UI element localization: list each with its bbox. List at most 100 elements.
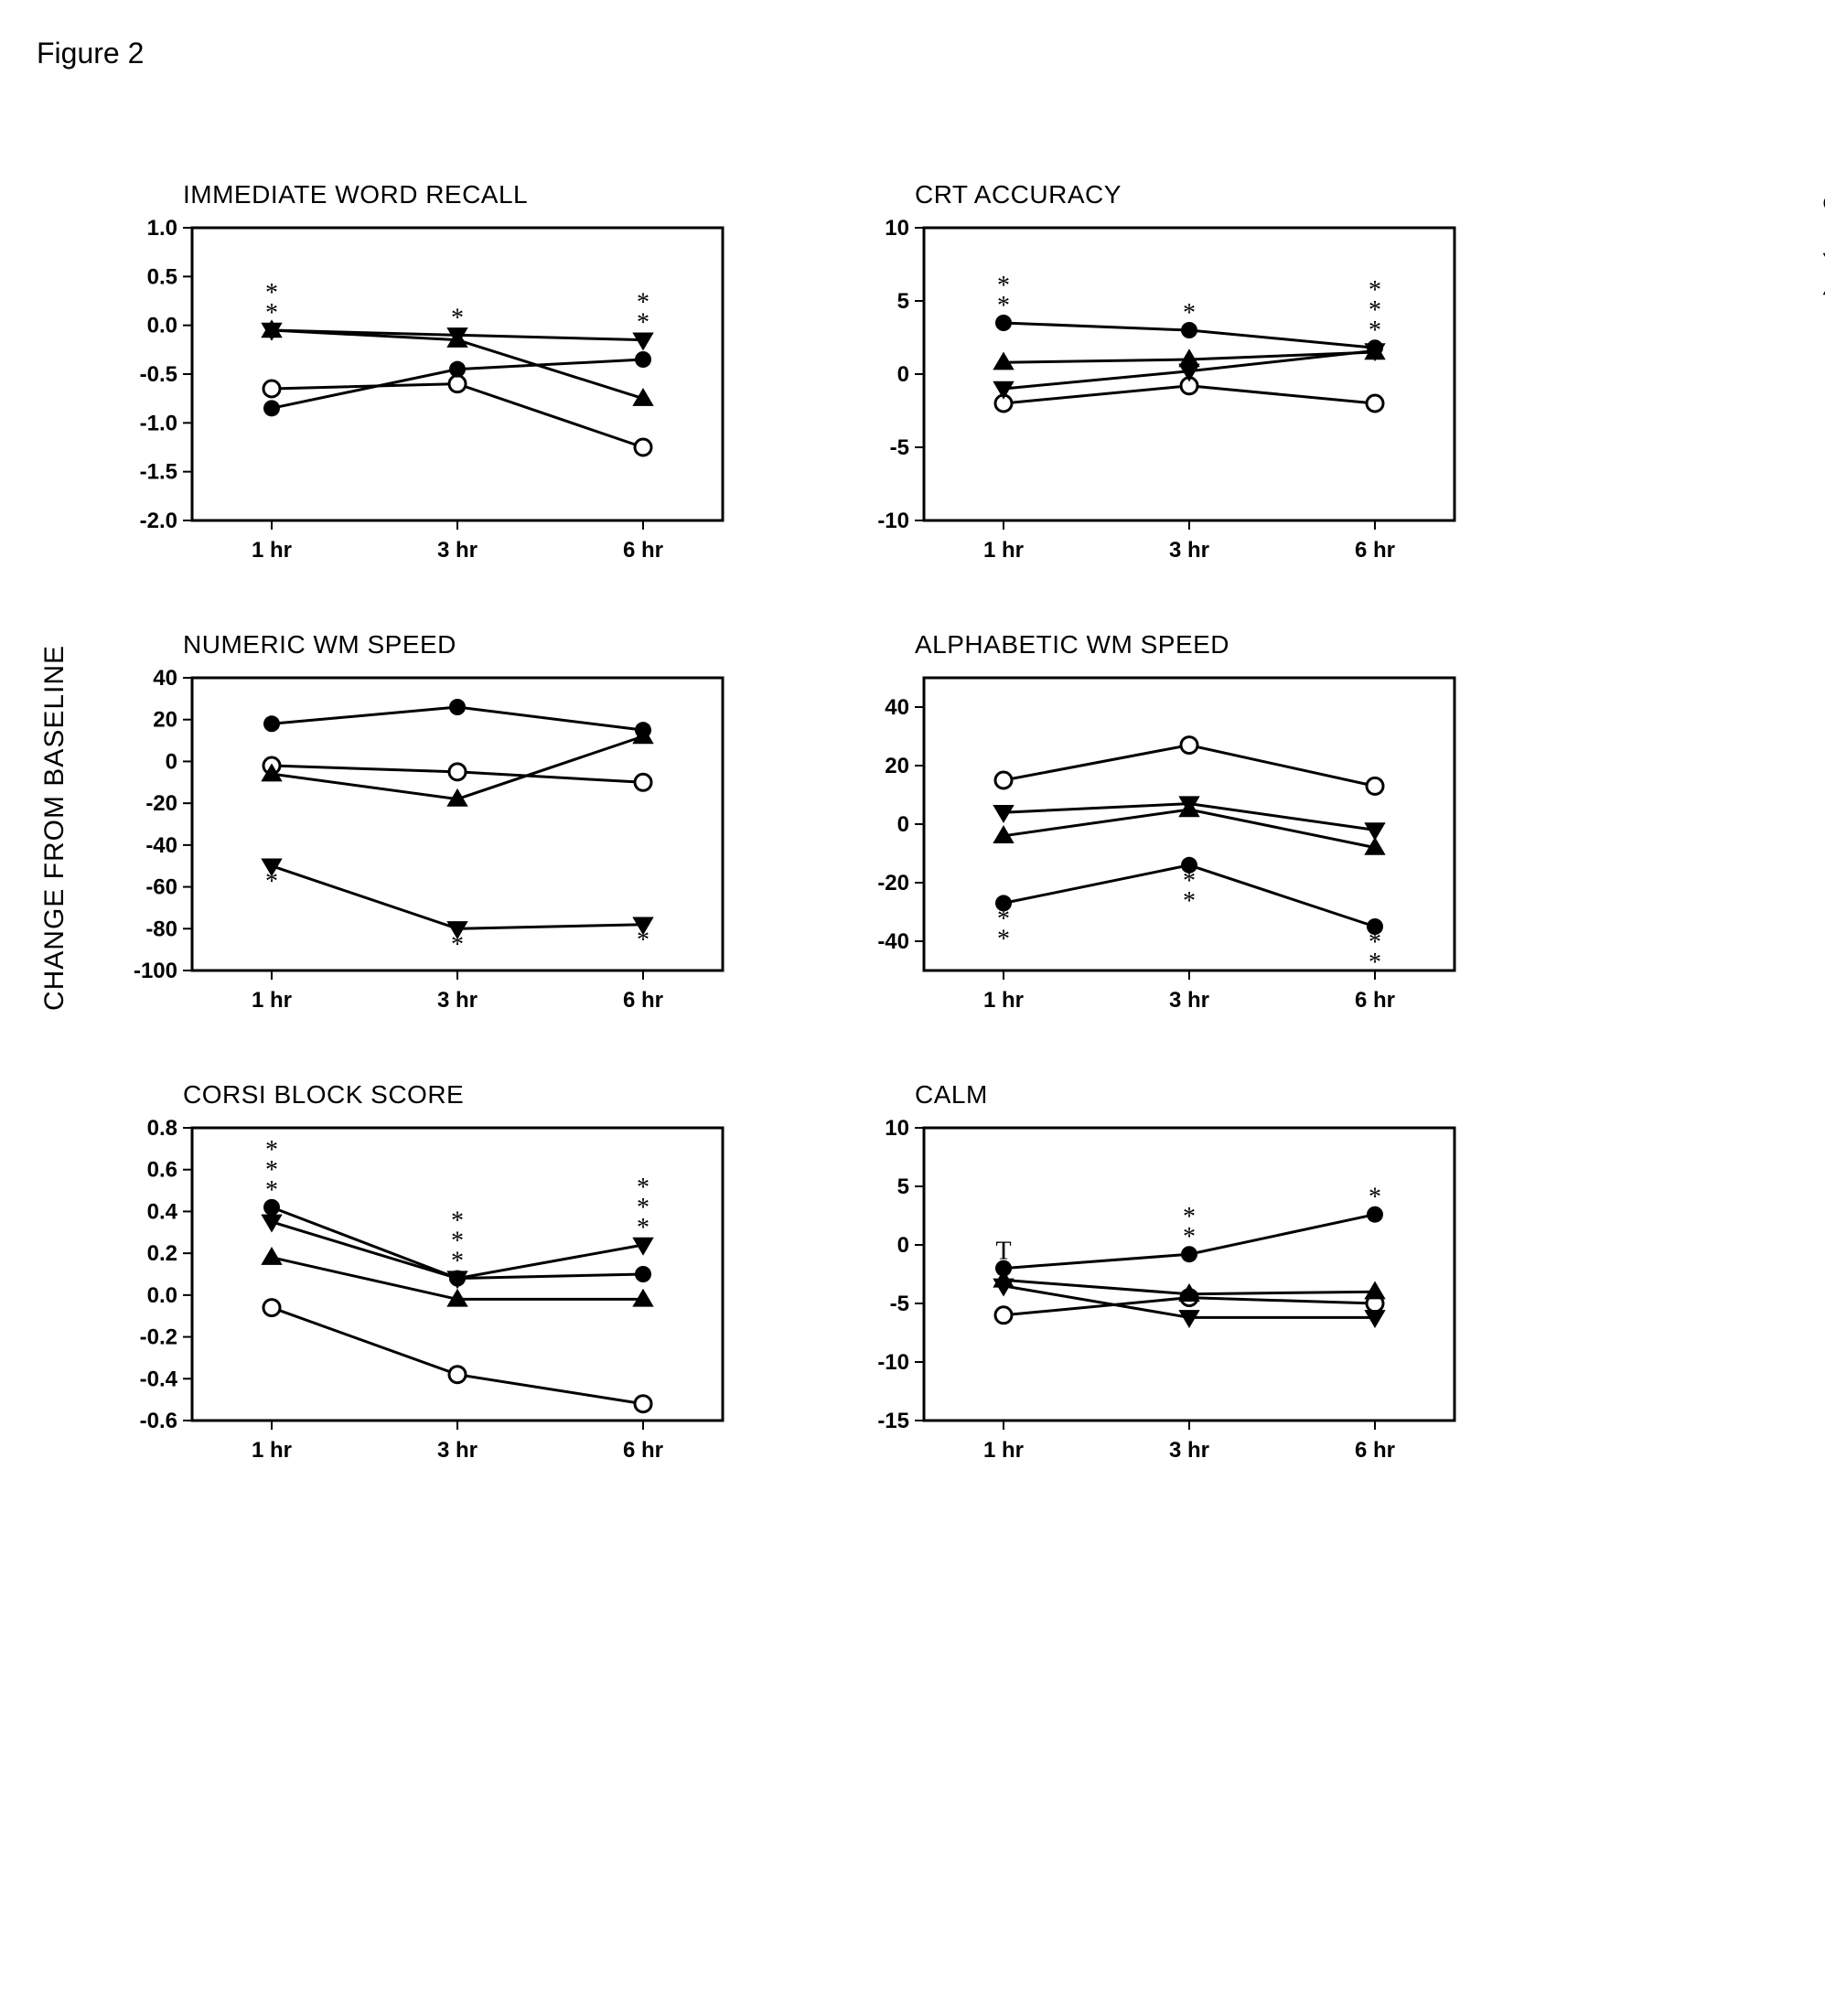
y-tick-label: -5 xyxy=(890,1292,909,1316)
y-tick-label: -10 xyxy=(877,1350,909,1375)
x-tick-label: 3 hr xyxy=(437,1438,478,1463)
circle-open-marker xyxy=(449,764,466,780)
significance-marker: * xyxy=(1183,1223,1196,1251)
x-tick-label: 3 hr xyxy=(1169,1438,1209,1463)
y-tick-label: -5 xyxy=(890,435,909,460)
significance-marker: * xyxy=(451,930,464,959)
significance-marker: * xyxy=(637,1214,649,1242)
y-tick-label: 0.2 xyxy=(147,1241,177,1266)
y-tick-label: 0 xyxy=(897,362,909,387)
x-tick-label: 3 hr xyxy=(1169,988,1209,1013)
x-tick-label: 3 hr xyxy=(437,988,478,1013)
chart-svg: -15-10-505101 hr3 hr6 hrT*** xyxy=(842,1119,1473,1475)
panel-title: NUMERIC WM SPEED xyxy=(183,630,732,659)
x-tick-label: 3 hr xyxy=(437,538,478,563)
circle-open-marker xyxy=(1367,777,1383,794)
significance-marker: * xyxy=(451,1248,464,1276)
y-axis-label: CHANGE FROM BASELINE xyxy=(39,645,70,1011)
y-tick-label: -15 xyxy=(877,1409,909,1433)
y-tick-label: 0.5 xyxy=(147,264,177,289)
y-tick-label: 10 xyxy=(885,219,909,241)
x-tick-label: 6 hr xyxy=(623,538,663,563)
y-tick-label: -40 xyxy=(877,929,909,954)
y-tick-label: -100 xyxy=(134,959,177,983)
significance-marker: * xyxy=(637,927,649,955)
y-tick-label: 0.0 xyxy=(147,1283,177,1308)
x-tick-label: 6 hr xyxy=(623,1438,663,1463)
circle-open-marker xyxy=(263,1300,280,1316)
y-tick-label: -80 xyxy=(145,917,177,941)
y-tick-label: 20 xyxy=(885,754,909,778)
y-tick-label: -60 xyxy=(145,875,177,900)
triangle-up-marker xyxy=(1364,1281,1385,1300)
chart-svg: -10-505101 hr3 hr6 hr****** xyxy=(842,219,1473,575)
chart-svg: -2.0-1.5-1.0-0.50.00.51.01 hr3 hr6 hr***… xyxy=(110,219,741,575)
triangle-down-marker xyxy=(1178,1310,1199,1328)
significance-marker: * xyxy=(265,1176,278,1205)
y-tick-label: 0.6 xyxy=(147,1158,177,1183)
circle-solid-marker xyxy=(263,400,280,416)
chart-panel: NUMERIC WM SPEED-100-80-60-40-20020401 h… xyxy=(110,630,732,1025)
circle-open-marker xyxy=(635,774,651,790)
circle-open-marker xyxy=(449,376,466,392)
y-tick-label: -1.0 xyxy=(140,411,177,435)
circle-solid-marker xyxy=(449,699,466,715)
panel-title: CORSI BLOCK SCORE xyxy=(183,1080,732,1110)
circle-open-marker xyxy=(635,439,651,456)
y-tick-label: 0.4 xyxy=(147,1199,178,1224)
y-tick-label: 10 xyxy=(885,1119,909,1141)
significance-marker: * xyxy=(451,304,464,332)
y-tick-label: -10 xyxy=(877,509,909,533)
chart-panel: CRT ACCURACY-10-505101 hr3 hr6 hr****** xyxy=(842,180,1464,575)
x-tick-label: 6 hr xyxy=(1355,1438,1395,1463)
x-tick-label: 6 hr xyxy=(1355,988,1395,1013)
triangle-up-marker xyxy=(261,1247,282,1265)
legend-item: 400 mg xyxy=(1820,273,1825,302)
circle-solid-marker xyxy=(635,1266,651,1282)
triangle-down-icon xyxy=(1820,250,1825,270)
y-tick-label: 0.0 xyxy=(147,314,177,338)
x-tick-label: 3 hr xyxy=(1169,538,1209,563)
y-tick-label: -20 xyxy=(877,871,909,895)
y-tick-label: -20 xyxy=(145,791,177,816)
x-tick-label: 1 hr xyxy=(983,1438,1024,1463)
significance-marker: * xyxy=(265,868,278,896)
x-tick-label: 6 hr xyxy=(1355,538,1395,563)
y-tick-label: 40 xyxy=(153,669,177,691)
circle-solid-marker xyxy=(263,715,280,732)
panel-grid: CHANGE FROM BASELINE IMMEDIATE WORD RECA… xyxy=(110,180,1756,1475)
y-tick-label: 0 xyxy=(897,812,909,837)
significance-marker: * xyxy=(1183,887,1196,916)
chart-svg: -100-80-60-40-20020401 hr3 hr6 hr*** xyxy=(110,669,741,1025)
significance-marker: * xyxy=(265,299,278,327)
y-tick-label: 0.8 xyxy=(147,1119,177,1141)
circle-open-marker xyxy=(263,381,280,397)
chart-panel: CORSI BLOCK SCORE-0.6-0.4-0.20.00.20.40.… xyxy=(110,1080,732,1475)
x-tick-label: 1 hr xyxy=(983,988,1024,1013)
chart-svg: -0.6-0.4-0.20.00.20.40.60.81 hr3 hr6 hr*… xyxy=(110,1119,741,1475)
y-tick-label: -0.6 xyxy=(140,1409,177,1433)
triangle-up-icon xyxy=(1820,278,1825,298)
x-tick-label: 6 hr xyxy=(623,988,663,1013)
significance-marker: * xyxy=(1369,316,1381,345)
significance-marker: * xyxy=(997,925,1010,953)
y-tick-label: 0 xyxy=(897,1233,909,1258)
legend-item: 200 mg xyxy=(1820,246,1825,274)
y-tick-label: 20 xyxy=(153,708,177,733)
panel-title: CRT ACCURACY xyxy=(915,180,1464,209)
panel-title: IMMEDIATE WORD RECALL xyxy=(183,180,732,209)
circle-solid-marker xyxy=(449,361,466,378)
circle-solid-icon xyxy=(1820,221,1825,241)
x-tick-label: 1 hr xyxy=(252,988,292,1013)
triangle-down-marker xyxy=(993,381,1014,400)
circle-open-marker xyxy=(635,1396,651,1412)
chart-panel: IMMEDIATE WORD RECALL-2.0-1.5-1.0-0.50.0… xyxy=(110,180,732,575)
significance-marker: * xyxy=(1369,1184,1381,1212)
triangle-up-marker xyxy=(632,1289,653,1307)
significance-marker: * xyxy=(997,292,1010,320)
significance-marker: T xyxy=(995,1238,1011,1266)
legend-item: 100 mg xyxy=(1820,218,1825,246)
x-tick-label: 1 hr xyxy=(252,538,292,563)
circle-open-marker xyxy=(995,772,1012,788)
circle-open-marker xyxy=(1367,395,1383,412)
